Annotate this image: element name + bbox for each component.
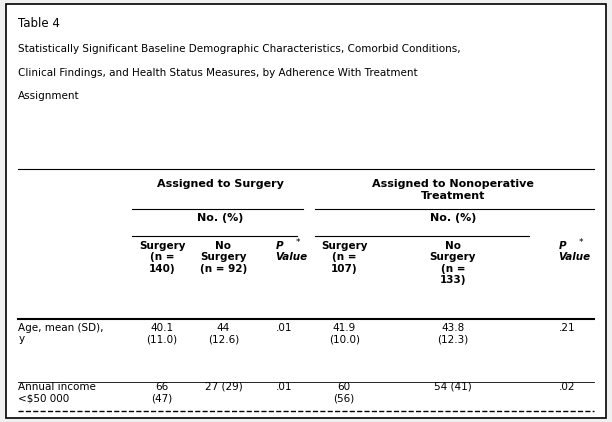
Text: .21: .21 [558,323,575,333]
Text: Table 4: Table 4 [18,17,60,30]
Text: Age, mean (SD),
y: Age, mean (SD), y [18,323,104,344]
Text: 60
(56): 60 (56) [334,382,355,403]
Text: Annual income
<$50 000: Annual income <$50 000 [18,382,96,403]
Text: No. (%): No. (%) [197,213,244,223]
Text: 40.1
(11.0): 40.1 (11.0) [147,323,177,344]
Text: 44
(12.6): 44 (12.6) [207,323,239,344]
Text: No
Surgery
(n =
133): No Surgery (n = 133) [430,241,476,285]
Text: 27 (29): 27 (29) [204,382,242,392]
Text: Assigned to Nonoperative
Treatment: Assigned to Nonoperative Treatment [372,179,534,201]
Text: Surgery
(n =
140): Surgery (n = 140) [139,241,185,274]
Text: 66
(47): 66 (47) [152,382,173,403]
FancyBboxPatch shape [6,4,606,418]
Text: Statistically Significant Baseline Demographic Characteristics, Comorbid Conditi: Statistically Significant Baseline Demog… [18,44,461,54]
Text: 43.8
(12.3): 43.8 (12.3) [437,323,469,344]
Text: 41.9
(10.0): 41.9 (10.0) [329,323,360,344]
Text: No
Surgery
(n = 92): No Surgery (n = 92) [200,241,247,274]
Text: .01: .01 [275,323,292,333]
Text: .01: .01 [275,382,292,392]
Text: 54 (41): 54 (41) [434,382,472,392]
Text: *: * [296,238,300,247]
Text: Assignment: Assignment [18,91,80,101]
Text: Surgery
(n =
107): Surgery (n = 107) [321,241,367,274]
Text: .02: .02 [558,382,575,392]
Text: P
Value: P Value [275,241,307,262]
Text: *: * [578,238,583,247]
Text: Clinical Findings, and Health Status Measures, by Adherence With Treatment: Clinical Findings, and Health Status Mea… [18,68,418,78]
Text: No. (%): No. (%) [430,213,476,223]
Text: P
Value: P Value [558,241,591,262]
Text: Assigned to Surgery: Assigned to Surgery [157,179,284,189]
